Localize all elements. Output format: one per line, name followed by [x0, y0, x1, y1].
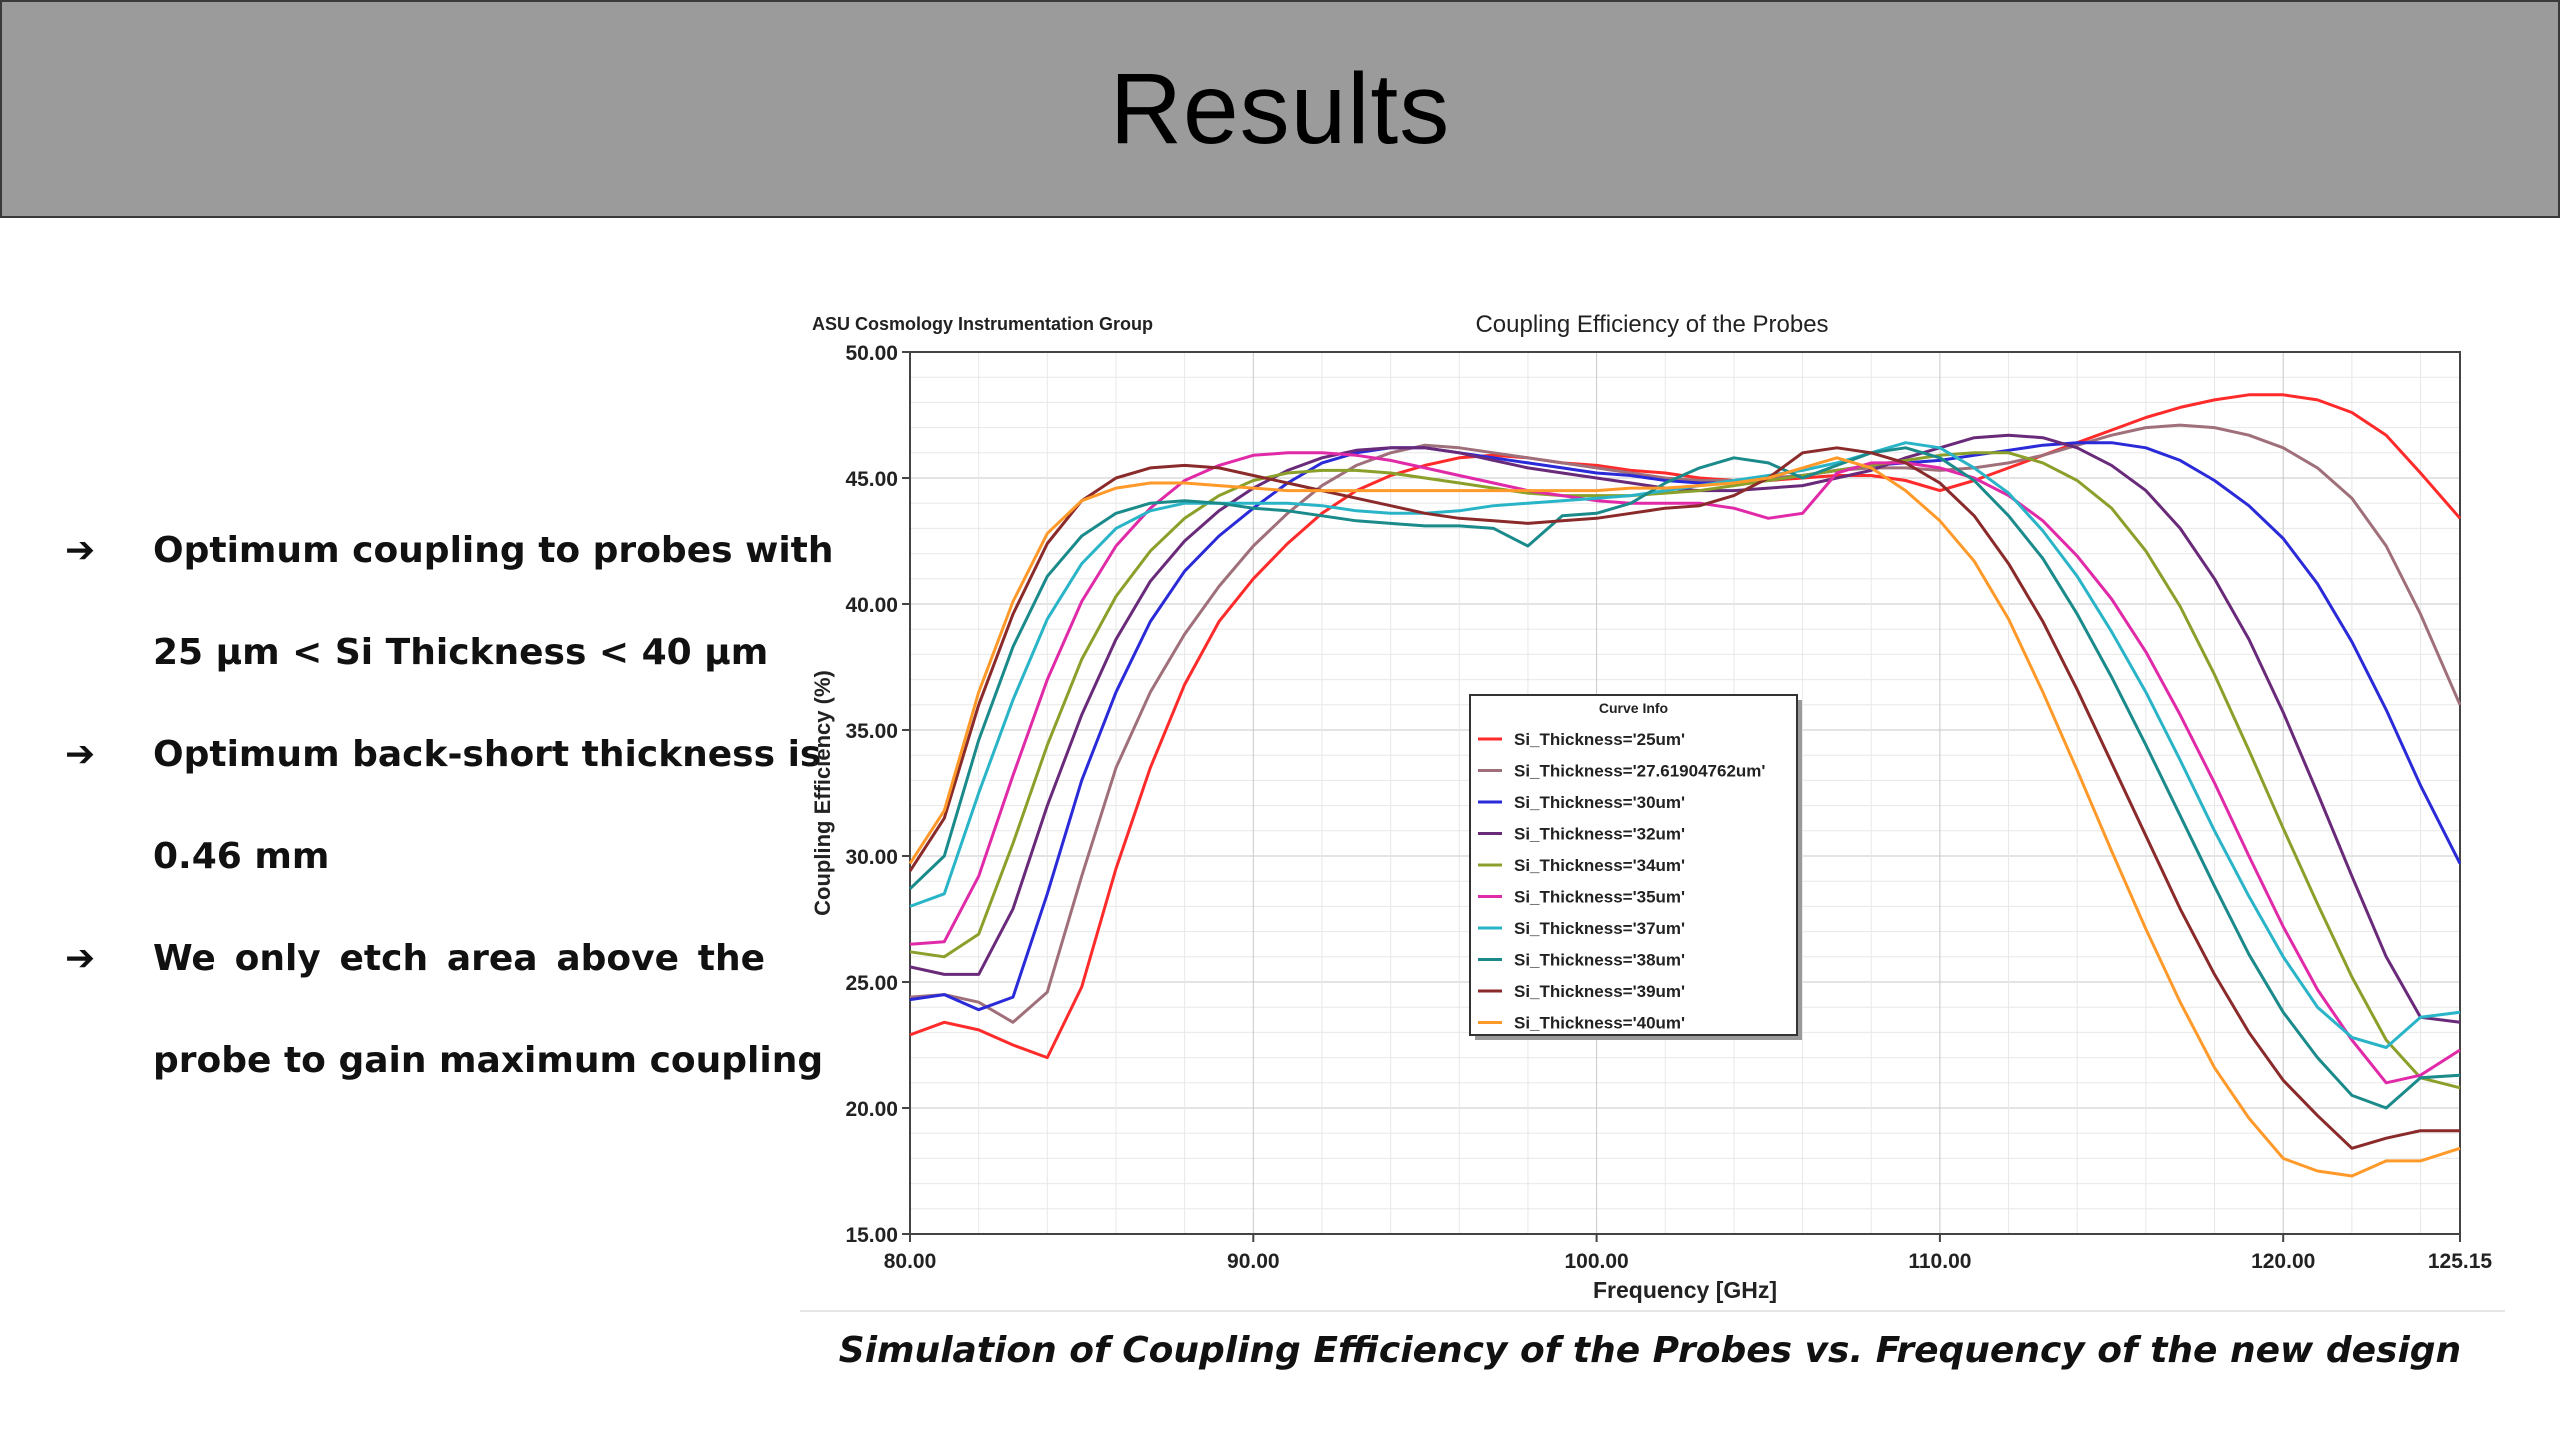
y-axis-label: Coupling Efficiency (%) — [810, 670, 835, 916]
bullet-item: ➔ We only etch area above the probe to g… — [65, 908, 824, 1112]
series-line — [908, 446, 2461, 1110]
series-line — [908, 446, 2460, 1150]
legend-title: Curve Info — [1599, 700, 1668, 716]
series-line — [909, 451, 2461, 1090]
arrow-icon: ➔ — [65, 530, 96, 571]
legend-entry: Si_Thickness='32um' — [1514, 825, 1685, 844]
legend-entry: Si_Thickness='27.61904762um' — [1514, 762, 1765, 781]
chart-ticks: 15.00 20.00 25.00 30.00 35.00 40.00 45.00 50.00… — [845, 342, 2492, 1273]
slide-title: Results — [1109, 52, 1451, 165]
legend-entry: Si_Thickness='35um' — [1514, 888, 1685, 907]
y-tick-label: 35.00 — [845, 720, 898, 743]
legend-entry: Si_Thickness='30um' — [1514, 793, 1685, 812]
coupling-efficiency-chart: ASU Cosmology Instrumentation Group Coup… — [810, 311, 2492, 1303]
bullet-line: Optimum back-short thickness is — [153, 734, 822, 775]
chart-title: Coupling Efficiency of the Probes — [1475, 311, 1828, 338]
legend-entry: Si_Thickness='34um' — [1514, 856, 1685, 875]
y-tick-label: 30.00 — [845, 846, 898, 869]
bullet-line: 0.46 mm — [153, 836, 330, 877]
legend-entry: Si_Thickness='38um' — [1514, 951, 1685, 970]
x-tick-label: 110.00 — [1908, 1250, 1971, 1273]
bullet-item: ➔ Optimum coupling to probes with 25 µm … — [65, 500, 834, 704]
x-tick-label: 100.00 — [1564, 1250, 1628, 1273]
x-tick-label: 120.00 — [2251, 1250, 2315, 1273]
y-tick-label: 40.00 — [845, 594, 898, 617]
bullet-item: ➔ Optimum back-short thickness is 0.46 m… — [65, 704, 822, 908]
arrow-icon: ➔ — [65, 734, 96, 775]
series-line — [908, 456, 2461, 1178]
arrow-icon: ➔ — [65, 938, 96, 979]
bullet-line: We only etch area above the — [153, 938, 765, 979]
chart-legend: Curve Info Si_Thickness='25um' Si_Thicknes… — [1469, 694, 1802, 1040]
y-tick-label: 20.00 — [845, 1098, 898, 1121]
chart-series — [908, 393, 2462, 1178]
y-tick-label: 15.00 — [845, 1224, 898, 1247]
bullet-line: Optimum coupling to probes with — [153, 530, 834, 571]
title-bar: Results — [0, 0, 2560, 218]
x-tick-label: 90.00 — [1227, 1250, 1280, 1273]
bullet-line: probe to gain maximum coupling — [153, 1040, 824, 1081]
x-axis-label: Frequency [GHz] — [1593, 1277, 1777, 1303]
legend-entry: Si_Thickness='37um' — [1514, 919, 1685, 938]
series-line — [909, 441, 2462, 1012]
x-tick-label: 80.00 — [884, 1250, 937, 1273]
legend-entry: Si_Thickness='25um' — [1514, 730, 1685, 749]
series-line — [909, 423, 2462, 1024]
y-tick-label: 45.00 — [845, 468, 898, 491]
caption-divider — [800, 1310, 2505, 1312]
bullet-line: 25 µm < Si Thickness < 40 µm — [153, 632, 769, 673]
legend-entry: Si_Thickness='40um' — [1514, 1014, 1685, 1033]
chart-header-left: ASU Cosmology Instrumentation Group — [812, 314, 1153, 334]
figure-caption: Simulation of Coupling Efficiency of the… — [838, 1330, 2462, 1371]
bullet-list: ➔ Optimum coupling to probes with 25 µm … — [65, 500, 834, 1112]
legend-entry: Si_Thickness='39um' — [1514, 982, 1685, 1001]
y-tick-label: 50.00 — [845, 342, 898, 365]
plot-frame — [909, 351, 2461, 1235]
legend-box — [1469, 694, 1798, 1036]
x-tick-label: 125.15 — [2428, 1250, 2493, 1273]
series-line — [909, 451, 2461, 1085]
y-tick-label: 25.00 — [845, 972, 898, 995]
